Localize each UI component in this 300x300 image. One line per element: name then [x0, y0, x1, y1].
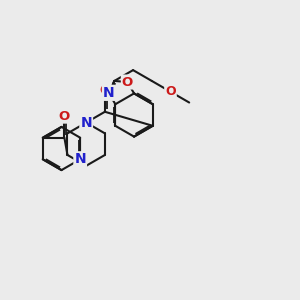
Text: O: O — [165, 85, 176, 98]
Text: O: O — [59, 110, 70, 123]
Text: N: N — [80, 116, 92, 130]
Text: N: N — [103, 86, 115, 100]
Text: N: N — [74, 152, 86, 166]
Text: O: O — [99, 84, 110, 97]
Text: O: O — [122, 76, 133, 88]
